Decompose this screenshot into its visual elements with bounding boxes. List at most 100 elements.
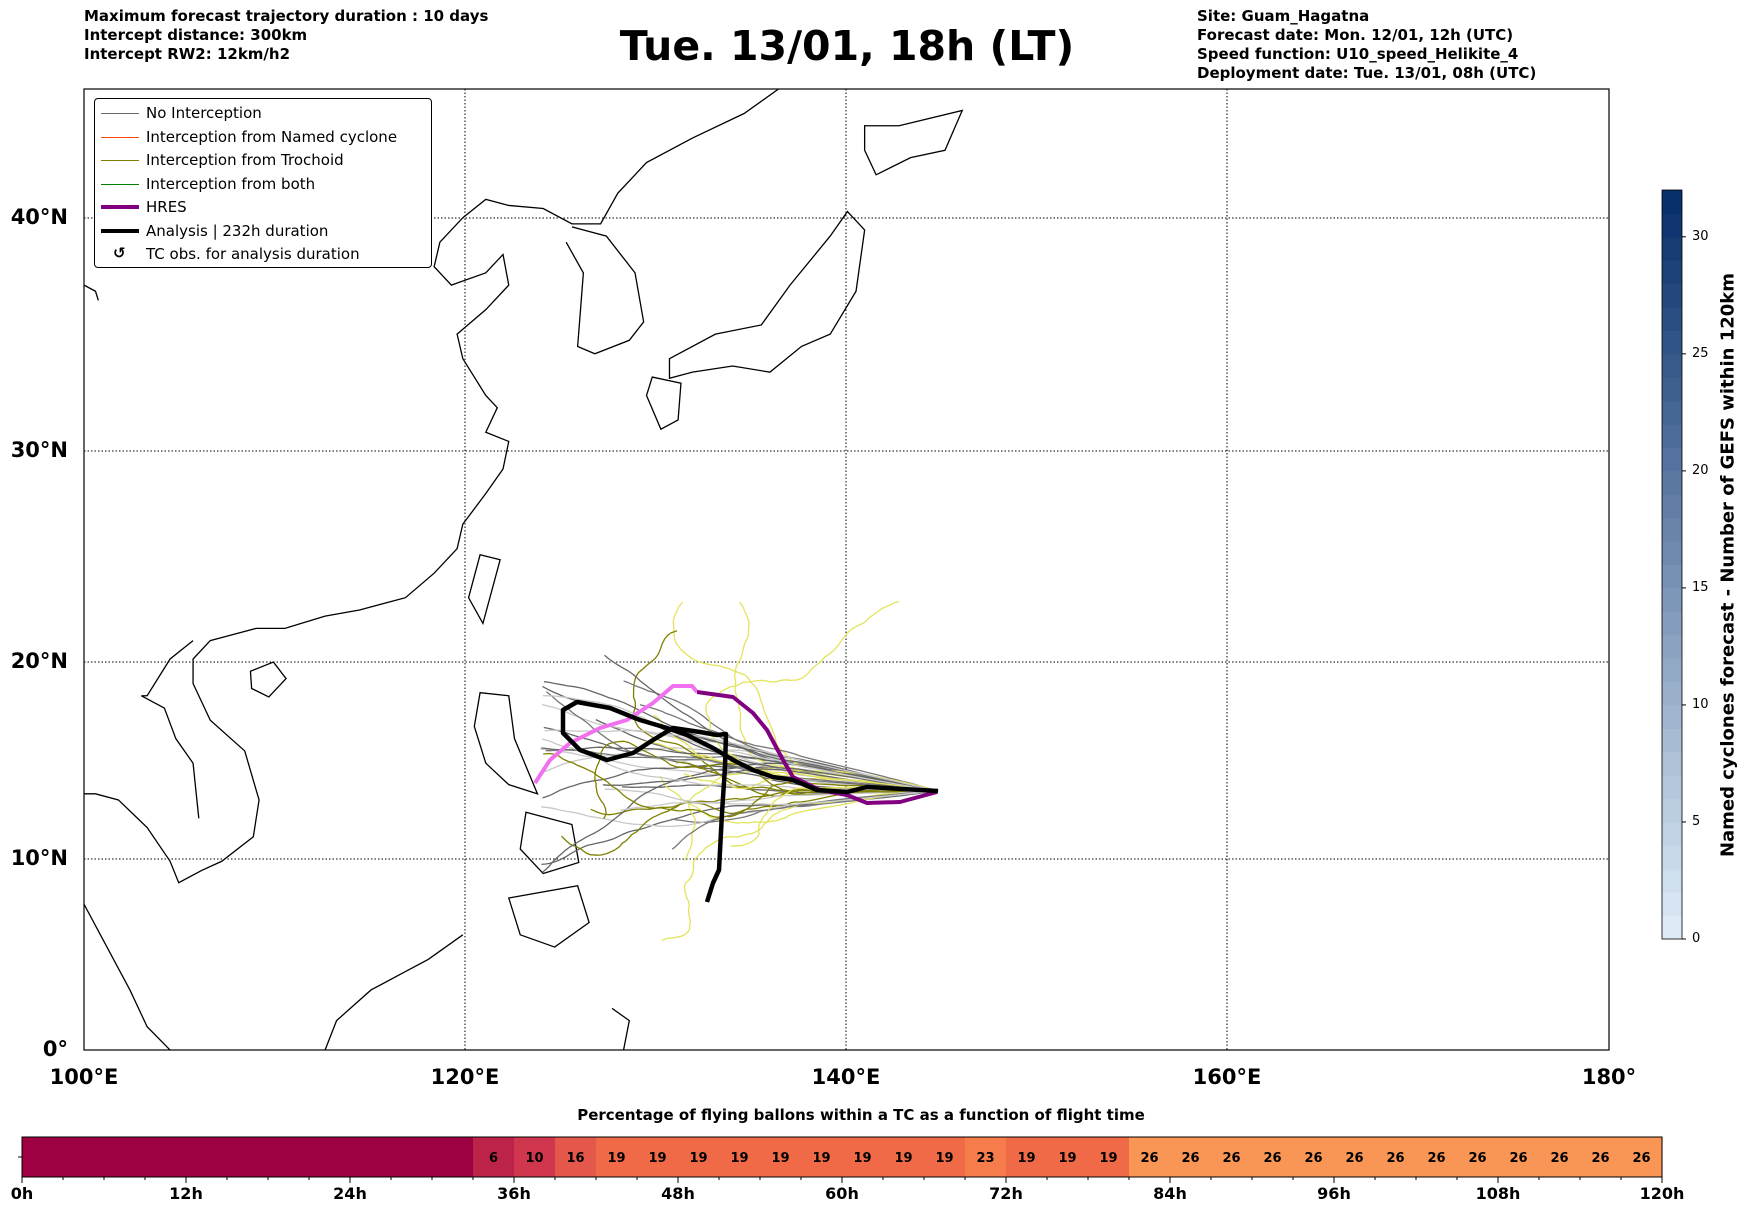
flight-bar-tick-label: 0h	[10, 1184, 34, 1203]
flight-bar-cell	[391, 1137, 433, 1177]
flight-bar-cell	[596, 1137, 638, 1177]
legend-label: Analysis | 232h duration	[146, 221, 329, 240]
ensemble-track	[542, 762, 939, 873]
flight-bar-value: 26	[1550, 1151, 1568, 1166]
colorbar-level	[1662, 704, 1682, 729]
flight-bar-value: 19	[894, 1151, 912, 1166]
colorbar-level	[1662, 564, 1682, 589]
legend-line-swatch	[101, 205, 139, 209]
flight-bar-tick-label: 84h	[1153, 1184, 1187, 1203]
flight-bar-value: 10	[525, 1151, 543, 1166]
flight-bar-value: 26	[1468, 1151, 1486, 1166]
lon-label-100e: 100°E	[49, 1065, 119, 1089]
flight-bar-cell	[555, 1137, 597, 1177]
flight-bar-cell	[514, 1137, 556, 1177]
flight-bar-cell	[1539, 1137, 1581, 1177]
colorbar-level	[1662, 751, 1682, 776]
flight-bar-cell	[965, 1137, 1007, 1177]
flight-bar-value: 19	[853, 1151, 871, 1166]
legend-item: ↺ TC obs. for analysis duration	[95, 244, 431, 266]
flight-bar-value: 26	[1263, 1151, 1281, 1166]
ensemble-track	[604, 654, 939, 792]
flight-bar-tick-label: 24h	[333, 1184, 367, 1203]
legend-line-swatch	[101, 113, 139, 114]
max-duration-text: Maximum forecast trajectory duration : 1…	[84, 7, 489, 25]
flight-bar-value: 26	[1427, 1151, 1445, 1166]
flight-time-bar: 6 10 16 19 19 19 19 19 19 19 19 19 23 19 19 19 26 26 26 26 2…	[18, 1136, 1663, 1183]
flight-bar-value: 26	[1222, 1151, 1240, 1166]
lat-label-30n: 30°N	[10, 438, 68, 462]
flight-bar-cell	[1416, 1137, 1458, 1177]
flight-bar-cell	[63, 1137, 105, 1177]
colorbar-label: Named cyclones forecast - Number of GEFS…	[1717, 272, 1739, 858]
lat-label-20n: 20°N	[10, 649, 68, 673]
ensemble-track	[590, 789, 939, 816]
flight-bar-cell	[1580, 1137, 1622, 1177]
colorbar-level	[1662, 330, 1682, 355]
flight-bar-cell	[883, 1137, 925, 1177]
colorbar-level	[1662, 377, 1682, 402]
lon-label-160e: 160°E	[1192, 1065, 1262, 1089]
forecast-date-text: Forecast date: Mon. 12/01, 12h (UTC)	[1197, 26, 1514, 44]
colorbar-level	[1662, 213, 1682, 238]
flight-bar-value: 19	[771, 1151, 789, 1166]
map-frame	[83, 88, 1610, 1051]
lon-label-180: 180°	[1581, 1065, 1637, 1089]
lat-label-10n: 10°N	[10, 846, 68, 870]
flight-bar-cell	[1047, 1137, 1089, 1177]
ensemble-track	[672, 601, 939, 792]
legend-item: Analysis | 232h duration	[95, 221, 431, 243]
ensemble-track	[671, 790, 939, 850]
deployment-date-text: Deployment date: Tue. 13/01, 08h (UTC)	[1197, 64, 1537, 82]
flight-bar-cell	[186, 1137, 228, 1177]
header-left: Maximum forecast trajectory duration : 1…	[84, 7, 488, 64]
colorbar-level	[1662, 494, 1682, 519]
colorbar-level	[1662, 821, 1682, 846]
header-right: Site: Guam_Hagatna Forecast date: Mon. 1…	[1197, 7, 1536, 83]
flight-bar-value: 19	[1099, 1151, 1117, 1166]
legend-label: No Interception	[146, 104, 262, 122]
colorbar-level	[1662, 541, 1682, 565]
flight-bar-value: 19	[648, 1151, 666, 1166]
ensemble-track	[645, 718, 939, 792]
flight-bar-cell	[432, 1137, 474, 1177]
colorbar-level	[1662, 190, 1682, 214]
colorbar-tick-label: 0	[1692, 931, 1701, 946]
lon-label-120e: 120°E	[430, 1065, 500, 1089]
flight-bar-cell	[1498, 1137, 1540, 1177]
legend-line-swatch	[101, 160, 139, 161]
flight-bar-cell	[227, 1137, 269, 1177]
lon-label-140e: 140°E	[811, 1065, 881, 1089]
speed-function-text: Speed function: U10_speed_Helikite_4	[1197, 45, 1519, 63]
flight-bar-tick-label: 108h	[1475, 1184, 1521, 1203]
colorbar-level	[1662, 868, 1682, 893]
colorbar-level	[1662, 775, 1682, 800]
flight-bar-cell	[1211, 1137, 1253, 1177]
hres-track-early	[533, 684, 699, 785]
flight-bar-value: 19	[607, 1151, 625, 1166]
colorbar-level	[1662, 845, 1682, 870]
flight-bar-cell	[1252, 1137, 1294, 1177]
legend-line-swatch	[101, 136, 139, 138]
tc-obs-symbol-icon: ↺	[113, 244, 126, 262]
colorbar-level	[1662, 915, 1682, 940]
colorbar-level	[1662, 798, 1682, 823]
flight-bar-cell	[22, 1137, 64, 1177]
legend-item: No Interception	[95, 103, 431, 125]
flight-bar-cell	[637, 1137, 679, 1177]
flight-bar-value: 26	[1345, 1151, 1363, 1166]
colorbar-level	[1662, 892, 1682, 917]
ensemble-trajectories	[540, 601, 939, 941]
flight-bar-cell	[1088, 1137, 1130, 1177]
flight-bar-cell	[1375, 1137, 1417, 1177]
flight-bar-cell	[842, 1137, 884, 1177]
flight-bar-cell	[1170, 1137, 1212, 1177]
page-title: Tue. 13/01, 18h (LT)	[619, 22, 1075, 70]
flight-bar-tick-label: 96h	[1317, 1184, 1351, 1203]
flight-bar-value: 26	[1181, 1151, 1199, 1166]
colorbar-level	[1662, 353, 1682, 378]
intercept-distance-text: Intercept distance: 300km	[84, 26, 308, 44]
ensemble-track	[604, 788, 939, 806]
flight-bar-cell	[309, 1137, 351, 1177]
